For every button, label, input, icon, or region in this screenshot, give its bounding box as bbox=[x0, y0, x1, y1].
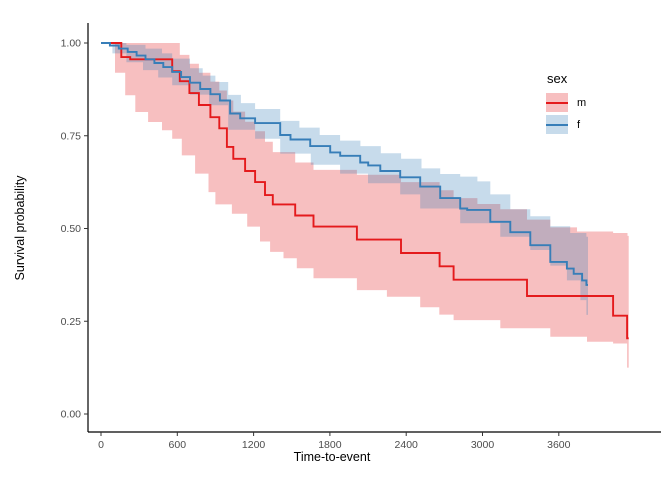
x-tick-label: 600 bbox=[169, 439, 187, 451]
survival-curve-f bbox=[101, 42, 588, 286]
y-tick-label: 0.00 bbox=[61, 409, 82, 421]
x-axis-title: Time-to-event bbox=[293, 450, 371, 464]
legend-item-m: m bbox=[546, 93, 586, 112]
x-tick-label: 3000 bbox=[471, 439, 495, 451]
x-tick-label: 0 bbox=[98, 439, 104, 451]
y-tick-label: 0.50 bbox=[61, 223, 82, 235]
legend-key-m-swatch bbox=[546, 93, 568, 112]
survival-curve-m bbox=[101, 42, 629, 340]
y-tick-label: 0.25 bbox=[61, 316, 82, 328]
y-axis-title: Survival probability bbox=[13, 175, 27, 281]
legend-label-f: f bbox=[577, 118, 581, 131]
legend-key-f-swatch bbox=[546, 115, 568, 134]
legend-label-m: m bbox=[577, 96, 587, 109]
ci-band-m bbox=[101, 43, 629, 368]
legend-title: sex bbox=[547, 71, 568, 86]
legend-item-f: f bbox=[546, 115, 586, 134]
legend-key-f-line bbox=[546, 123, 568, 126]
x-tick-label: 1200 bbox=[242, 439, 266, 451]
x-tick-label: 3600 bbox=[547, 439, 571, 451]
legend-key-m-line bbox=[546, 101, 568, 104]
x-tick-label: 2400 bbox=[395, 439, 419, 451]
y-tick-label: 1.00 bbox=[61, 38, 82, 50]
x-tick-label: 1800 bbox=[318, 439, 342, 451]
legend: sex m f bbox=[546, 71, 586, 137]
y-tick-label: 0.75 bbox=[61, 130, 82, 142]
